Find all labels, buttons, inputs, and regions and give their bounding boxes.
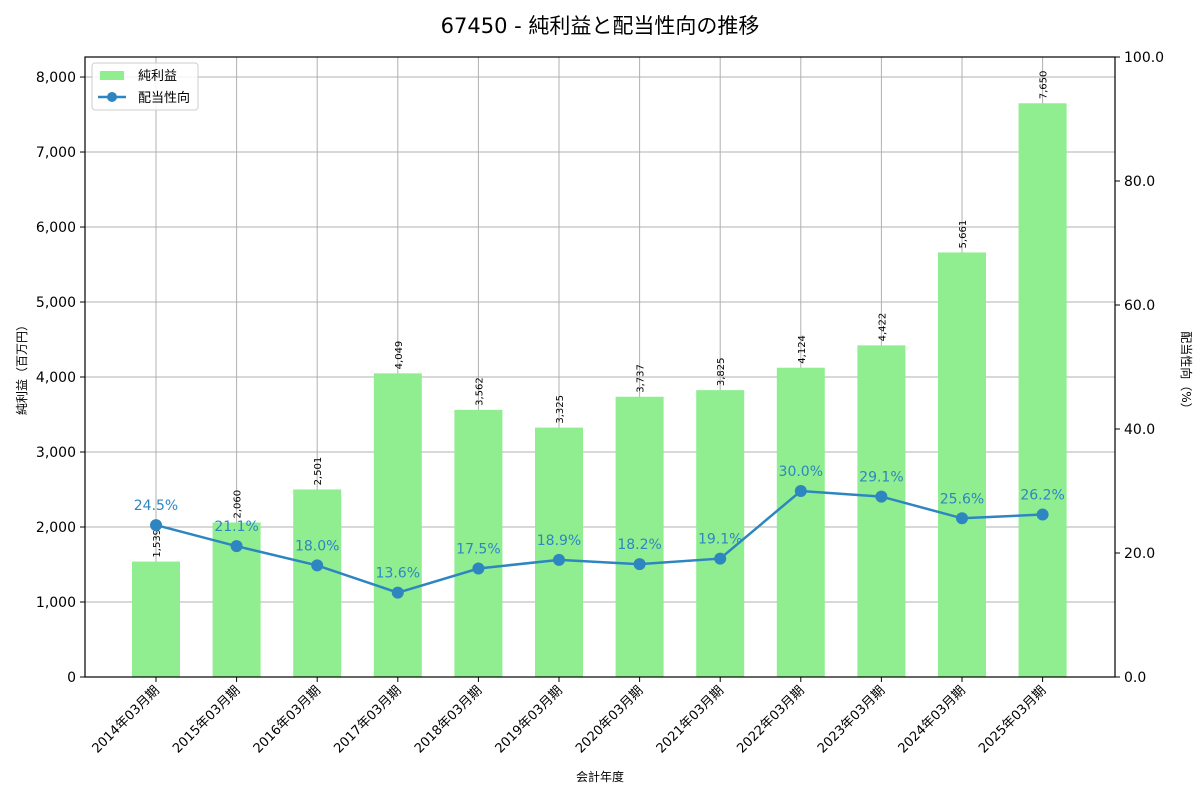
bar <box>615 396 664 677</box>
line-marker <box>1036 508 1049 521</box>
y-axis-right: 0.0 20.0 40.0 60.0 80.0 100.0 <box>1115 50 1164 686</box>
bar <box>293 489 342 677</box>
legend-label-payout-ratio: 配当性向 <box>138 90 190 106</box>
line-marker <box>794 485 807 497</box>
line-marker <box>230 540 243 553</box>
line-value-label: 18.0% <box>295 538 339 554</box>
line-marker <box>311 559 324 572</box>
x-tick-label: 2022年03月期 <box>734 683 807 756</box>
y2-tick-label: 40.0 <box>1124 422 1155 438</box>
legend-bar-swatch <box>100 71 124 80</box>
bar-series: 1,539 2,060 2,501 4,049 3,562 3,325 3,737 3,825… <box>132 71 1067 677</box>
y-tick-label: 0 <box>67 670 76 686</box>
bar-value-label: 2,501 <box>313 457 324 486</box>
bar <box>938 252 986 677</box>
line-marker <box>714 552 727 565</box>
x-tick-label: 2016年03月期 <box>251 683 324 756</box>
line-marker <box>633 558 646 571</box>
line-marker <box>875 490 888 503</box>
bar <box>132 561 180 677</box>
x-axis-label: 会計年度 <box>576 769 624 784</box>
y-tick-label: 1,000 <box>36 595 76 611</box>
legend-line-marker <box>107 92 117 102</box>
y-tick-label: 5,000 <box>36 295 76 311</box>
line-series: 24.5% 21.1% 18.0% 13.6% 17.5% 18.9% 18.2% 19.1%… <box>134 464 1065 599</box>
x-tick-label: 2021年03月期 <box>654 683 727 756</box>
x-tick-label: 2018年03月期 <box>412 683 485 756</box>
x-tick-label: 2025年03月期 <box>976 683 1049 756</box>
y2-tick-label: 80.0 <box>1124 174 1155 190</box>
bar-value-label: 3,825 <box>716 357 727 386</box>
bar-value-label: 1,539 <box>152 529 163 558</box>
legend-label-net-income: 純利益 <box>138 69 177 84</box>
x-axis: 2014年03月期 2015年03月期 2016年03月期 2017年03月期 2018… <box>90 677 1049 757</box>
line-value-label: 21.1% <box>214 519 258 535</box>
bar <box>1018 103 1067 677</box>
line-marker <box>472 562 485 575</box>
bar-value-label: 3,737 <box>636 364 647 393</box>
line-value-label: 29.1% <box>859 470 903 486</box>
bar-value-label: 3,562 <box>474 377 485 406</box>
y-tick-label: 4,000 <box>36 370 76 386</box>
bar <box>776 367 825 677</box>
bar <box>535 427 583 677</box>
line-value-label: 19.1% <box>698 532 742 548</box>
line-value-label: 25.6% <box>940 491 984 507</box>
line-marker <box>553 553 565 566</box>
line-value-label: 26.2% <box>1020 488 1064 504</box>
chart-title: 67450 - 純利益と配当性向の推移 <box>441 14 760 38</box>
bar-value-label: 4,422 <box>877 313 888 342</box>
y-tick-label: 8,000 <box>36 70 76 86</box>
line-marker <box>150 519 162 532</box>
line-value-label: 30.0% <box>779 464 823 480</box>
y-tick-label: 7,000 <box>36 145 76 161</box>
bar-value-label: 4,049 <box>394 341 405 370</box>
y-axis-label: 純利益（百万円） <box>15 319 29 415</box>
bar-value-label: 7,650 <box>1039 71 1050 100</box>
y2-tick-label: 20.0 <box>1124 546 1155 562</box>
plot-frame <box>84 56 1116 678</box>
x-tick-label: 2019年03月期 <box>493 683 566 756</box>
line-marker <box>956 512 968 525</box>
bar-value-label: 4,124 <box>797 335 808 364</box>
y-axis-left: 0 1,000 2,000 3,000 4,000 5,000 6,000 7,000 8,00… <box>36 70 85 686</box>
bar-value-label: 2,060 <box>233 490 244 519</box>
y-tick-label: 3,000 <box>36 445 76 461</box>
y2-tick-label: 60.0 <box>1124 298 1155 314</box>
y2-tick-label: 0.0 <box>1124 670 1146 686</box>
x-tick-label: 2020年03月期 <box>573 683 646 756</box>
bar <box>373 373 422 677</box>
bar <box>857 345 906 677</box>
x-tick-label: 2017年03月期 <box>331 683 404 756</box>
line-value-label: 24.5% <box>134 498 178 514</box>
y-tick-label: 6,000 <box>36 220 76 236</box>
x-tick-label: 2014年03月期 <box>90 683 163 756</box>
legend: 純利益 配当性向 <box>91 62 199 111</box>
bar <box>454 409 503 677</box>
line-value-label: 17.5% <box>456 542 500 558</box>
y-tick-label: 2,000 <box>36 520 76 536</box>
line-value-label: 18.9% <box>537 533 581 549</box>
bar-value-label: 5,661 <box>958 220 969 249</box>
x-tick-label: 2024年03月期 <box>896 683 969 756</box>
y2-axis-label: 配当性向（%） <box>1179 331 1194 414</box>
x-tick-label: 2015年03月期 <box>170 683 243 756</box>
line-value-label: 18.2% <box>617 537 661 553</box>
bar-value-label: 3,325 <box>555 395 566 424</box>
y2-tick-label: 100.0 <box>1124 50 1164 66</box>
x-tick-label: 2023年03月期 <box>815 683 888 756</box>
bar <box>696 390 745 677</box>
line-value-label: 13.6% <box>376 566 420 582</box>
line-marker <box>391 586 404 599</box>
